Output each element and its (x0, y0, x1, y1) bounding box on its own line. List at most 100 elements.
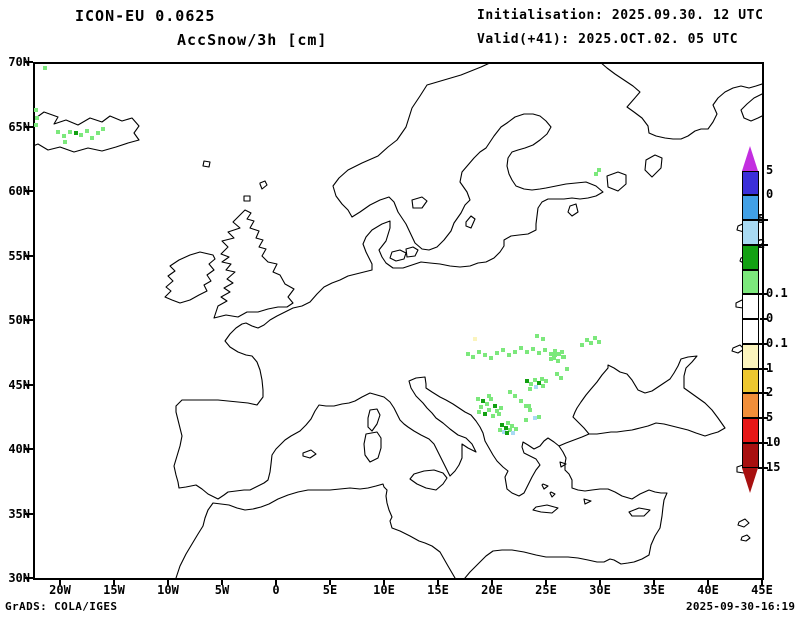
snow-cell (555, 372, 559, 376)
colorbar-segment (742, 269, 759, 295)
creation-timestamp: 2025-09-30-16:19 (686, 600, 796, 613)
snow-cell (62, 134, 66, 138)
snow-cell (34, 108, 38, 112)
colorbar-segment (742, 294, 759, 319)
snow-cell (541, 384, 545, 388)
snow-cell (506, 421, 510, 425)
snow-cell (43, 66, 47, 70)
lon-tick (437, 578, 439, 585)
lat-tick (25, 512, 33, 515)
snow-cell (90, 136, 94, 140)
snow-cell (549, 352, 553, 356)
lon-tick (545, 578, 547, 585)
lat-tick (25, 448, 33, 450)
coast-ireland (164, 251, 216, 304)
coast-iceland (33, 111, 140, 153)
lakes (411, 154, 752, 542)
colorbar-tick (758, 466, 768, 469)
snow-cell (495, 351, 499, 355)
lon-tick (383, 578, 385, 585)
snow-cell (500, 423, 504, 427)
snow-cell (489, 397, 493, 401)
valid-time-label: Valid(+41): 2025.OCT.02. 05 UTC (477, 32, 739, 47)
snow-cell (485, 402, 489, 406)
lon-label: 45E (751, 583, 773, 597)
snow-cell (589, 341, 593, 345)
coast-white-sea (599, 62, 762, 140)
lon-label: 10W (157, 583, 179, 597)
snow-cell (466, 352, 470, 356)
snow-cell (524, 418, 528, 422)
snow-cell (533, 416, 537, 420)
snow-cell (501, 348, 505, 352)
colorbar-segment (742, 343, 759, 369)
snow-cell (540, 377, 544, 381)
colorbar-label: 0.1 (766, 335, 788, 350)
snow-cell (556, 359, 560, 363)
snow-cell (498, 428, 502, 432)
colorbar-label: 1 (766, 360, 774, 375)
lat-label: 65N (8, 119, 30, 134)
snow-cell (483, 353, 487, 357)
colorbar-tick (758, 367, 768, 370)
lon-label: 15E (427, 583, 449, 597)
lon-label: 20W (49, 583, 71, 597)
snow-cell (477, 350, 481, 354)
snow-cell (541, 337, 545, 341)
lon-label: 20E (481, 583, 503, 597)
snow-cell (594, 172, 598, 176)
init-time-label: Initialisation: 2025.09.30. 12 UTC (477, 8, 764, 23)
lon-label: 0 (272, 583, 280, 597)
colorbar-tick (758, 441, 768, 444)
snow-cell (565, 367, 569, 371)
snow-cell (524, 404, 528, 408)
snow-cell (495, 409, 499, 413)
snow-cell (96, 131, 100, 135)
snow-cell (101, 127, 105, 131)
lat-tick (25, 577, 33, 579)
colorbar-tick (758, 219, 768, 221)
snow-cell (34, 123, 38, 127)
lon-tick (761, 578, 763, 585)
colorbar-tick (758, 417, 768, 419)
lon-tick (599, 578, 601, 585)
snow-cell (519, 346, 523, 350)
snow-cell (479, 405, 483, 409)
colorbar-label: 0 (766, 311, 774, 325)
lon-tick (113, 578, 115, 585)
colorbar-segment (742, 368, 759, 394)
colorbar-label: 5 (766, 410, 774, 424)
colorbar-arrow-down (742, 467, 758, 493)
lon-tick (491, 578, 493, 585)
snow-cell (525, 379, 529, 383)
snow-cell (497, 412, 501, 416)
lat-label: 55N (8, 248, 30, 263)
snow-cell (56, 130, 60, 134)
snow-cell (499, 406, 503, 410)
snow-cell (537, 381, 541, 385)
colorbar-label: 5 (766, 162, 774, 177)
snow-cell (487, 394, 491, 398)
snow-cell (552, 356, 556, 360)
snow-cell (35, 116, 39, 120)
lat-tick (25, 61, 33, 63)
snow-cell (537, 415, 541, 419)
snow-cell (491, 414, 495, 418)
snow-cell (553, 353, 557, 357)
colorbar-label: 0 (766, 187, 774, 202)
snow-cell (528, 387, 532, 391)
map-frame (33, 62, 764, 580)
snow-cell (553, 349, 557, 353)
colorbar-segment (742, 244, 759, 270)
snow-cell (544, 379, 548, 383)
snow-cell (543, 348, 547, 352)
snow-cell (513, 394, 517, 398)
colorbar-tick (758, 293, 768, 296)
coast-mainland (173, 62, 726, 500)
colorbar-segment (742, 170, 759, 196)
colorbar-arrow-up (742, 145, 758, 171)
snow-cell (597, 340, 601, 344)
snow-cell (585, 338, 589, 342)
snow-cell (534, 385, 538, 389)
